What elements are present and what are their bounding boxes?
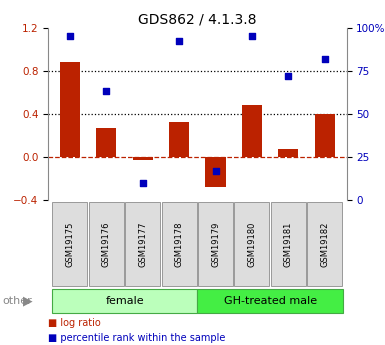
Text: ▶: ▶	[23, 295, 32, 307]
Text: GSM19177: GSM19177	[138, 221, 147, 267]
Text: GSM19176: GSM19176	[102, 221, 111, 267]
Bar	[206, 157, 226, 187]
Point	[285, 73, 291, 79]
Bar	[169, 122, 189, 157]
Point	[176, 39, 182, 44]
FancyBboxPatch shape	[52, 289, 198, 313]
Point	[321, 56, 328, 61]
Bar	[315, 114, 335, 157]
FancyBboxPatch shape	[234, 202, 270, 286]
Bar	[278, 149, 298, 157]
Point	[249, 33, 255, 39]
Text: GSM19179: GSM19179	[211, 221, 220, 267]
Text: GH-treated male: GH-treated male	[224, 296, 316, 306]
Text: ■ percentile rank within the sample: ■ percentile rank within the sample	[48, 333, 226, 343]
FancyBboxPatch shape	[271, 202, 306, 286]
Text: GSM19182: GSM19182	[320, 221, 329, 267]
Bar	[242, 105, 262, 157]
Text: GSM19181: GSM19181	[284, 221, 293, 267]
Text: other: other	[2, 296, 32, 306]
Text: GSM19175: GSM19175	[65, 221, 74, 267]
Text: ■ log ratio: ■ log ratio	[48, 318, 101, 328]
FancyBboxPatch shape	[162, 202, 197, 286]
Bar	[133, 157, 153, 160]
Title: GDS862 / 4.1.3.8: GDS862 / 4.1.3.8	[138, 12, 256, 27]
FancyBboxPatch shape	[198, 202, 233, 286]
Point	[103, 89, 109, 94]
Bar	[96, 128, 116, 157]
FancyBboxPatch shape	[198, 289, 343, 313]
Bar	[60, 62, 80, 157]
FancyBboxPatch shape	[89, 202, 124, 286]
Text: GSM19180: GSM19180	[248, 221, 256, 267]
FancyBboxPatch shape	[52, 202, 87, 286]
Text: GSM19178: GSM19178	[175, 221, 184, 267]
FancyBboxPatch shape	[307, 202, 342, 286]
Point	[67, 33, 73, 39]
FancyBboxPatch shape	[125, 202, 160, 286]
Point	[213, 168, 219, 174]
Text: female: female	[105, 296, 144, 306]
Point	[140, 180, 146, 186]
